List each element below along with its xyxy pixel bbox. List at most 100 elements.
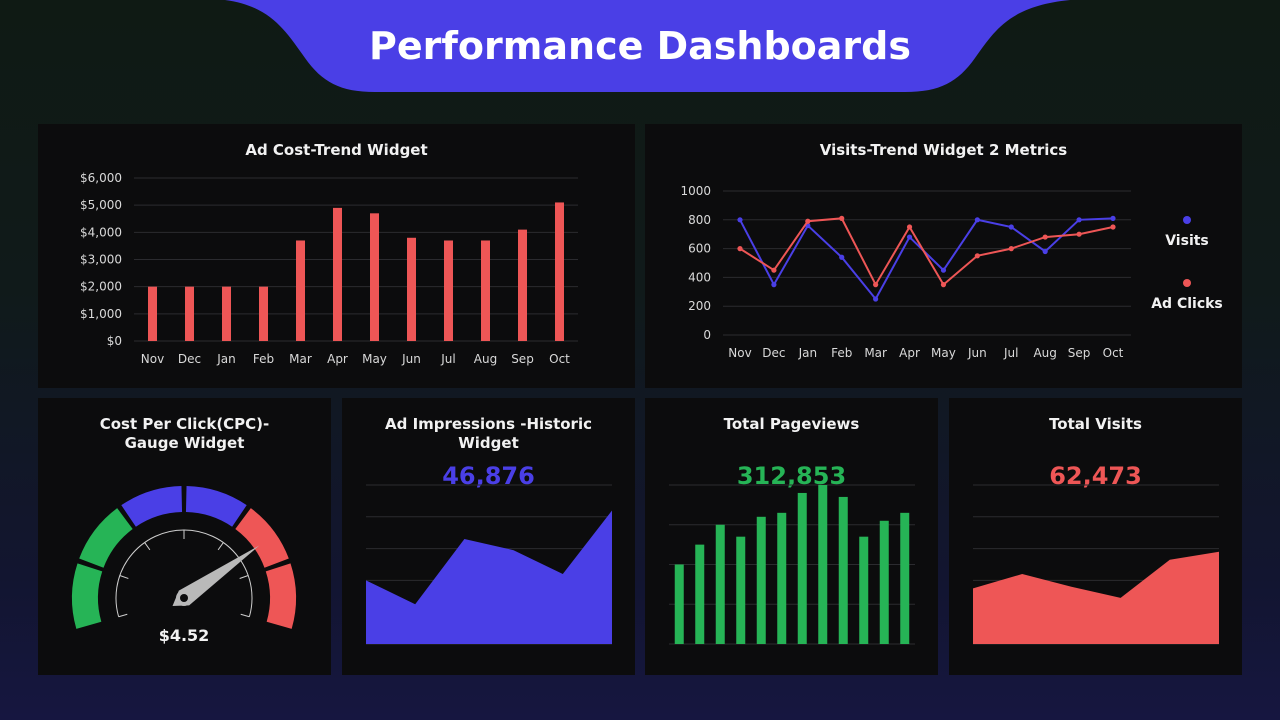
ad-cost-bar <box>407 237 416 341</box>
visits-xtick-label: Feb <box>831 346 852 360</box>
ad-cost-ytick-label: $0 <box>107 334 122 348</box>
ad-cost-xtick-label: Aug <box>474 352 497 366</box>
visits-xtick-label: Apr <box>899 346 920 360</box>
visits-trend-panel: Visits-Trend Widget 2 Metrics 0 200 400 600… <box>645 124 1242 388</box>
gauge-scale-tick <box>119 575 129 579</box>
ad-cost-bar <box>296 240 305 341</box>
series-point-ad-clicks <box>1110 224 1116 230</box>
gauge-segment <box>121 486 183 527</box>
ad-cost-bar <box>518 229 527 341</box>
gauge-needle-hub-center <box>180 594 188 602</box>
ad-cost-xtick-label: Jan <box>216 352 236 366</box>
series-point-ad-clicks <box>1008 246 1014 252</box>
cpc-gauge-panel: Cost Per Click(CPC)- Gauge Widget $4.52 <box>38 398 331 675</box>
total-pageviews-bar <box>900 512 910 644</box>
gauge-scale-tick <box>239 575 249 579</box>
ad-cost-ytick-label: $2,000 <box>80 280 122 294</box>
visits-xtick-label: Jul <box>1003 346 1018 360</box>
series-point-ad-clicks <box>940 282 947 288</box>
cpc-gauge-chart: $4.52 <box>72 486 297 645</box>
total-visits-title: Total Visits <box>1049 415 1142 433</box>
series-point-ad-clicks <box>1042 234 1048 240</box>
total-pageviews-bar <box>818 485 828 644</box>
header-banner-shape <box>225 0 1070 92</box>
ad-impressions-area <box>366 510 612 644</box>
ad-impressions-chart <box>366 484 612 645</box>
total-visits-panel: Total Visits 62,473 <box>949 398 1242 675</box>
series-point-ad-clicks <box>906 224 913 230</box>
ad-cost-xtick-label: Jul <box>440 352 455 366</box>
series-point-visits <box>1042 248 1048 255</box>
legend-visits: Visits <box>1137 216 1237 250</box>
gauge-segment <box>185 486 247 527</box>
ad-cost-xtick-label: Jun <box>401 352 421 366</box>
series-point-ad-clicks <box>737 246 743 252</box>
series-point-visits <box>906 234 913 240</box>
ad-cost-xtick-label: Mar <box>289 352 312 366</box>
series-point-visits <box>940 267 947 273</box>
visits-ytick-label: 200 <box>688 299 711 313</box>
total-pageviews-bar <box>695 544 705 644</box>
series-point-ad-clicks <box>1076 231 1082 237</box>
series-point-visits <box>873 296 879 302</box>
ad-cost-xtick-label: Feb <box>253 352 274 366</box>
total-pageviews-chart <box>669 484 915 645</box>
total-pageviews-bar <box>879 520 889 644</box>
total-pageviews-bar <box>797 492 807 644</box>
total-pageviews-bar <box>715 524 725 644</box>
legend-visits-label: Visits <box>1165 233 1209 249</box>
ad-cost-ytick-label: $4,000 <box>80 225 122 239</box>
ad-cost-bar <box>444 240 453 341</box>
series-point-ad-clicks <box>771 267 777 273</box>
visits-trend-title: Visits-Trend Widget 2 Metrics <box>819 141 1068 159</box>
total-pageviews-bar <box>736 536 746 644</box>
visits-xtick-label: Sep <box>1068 346 1091 360</box>
ad-cost-bar <box>370 213 379 341</box>
gauge-scale-tick <box>240 613 250 618</box>
gauge-segment <box>235 508 289 568</box>
ad-cost-xtick-label: Sep <box>511 352 534 366</box>
total-pageviews-panel: Total Pageviews 312,853 <box>645 398 938 675</box>
series-point-ad-clicks <box>839 215 845 221</box>
gauge-value-label: $4.52 <box>159 626 210 645</box>
ad-cost-panel: Ad Cost-Trend Widget $0 $1,000 $2,000 $3,00… <box>38 124 635 388</box>
series-line-ad-clicks <box>739 217 1114 287</box>
series-point-ad-clicks <box>974 253 980 259</box>
series-point-visits <box>839 254 845 260</box>
ad-cost-ytick-label: $1,000 <box>80 307 122 321</box>
cpc-gauge-title: Cost Per Click(CPC)- Gauge Widget <box>99 415 270 452</box>
gauge-segment <box>79 508 133 568</box>
total-pageviews-bar <box>777 512 787 644</box>
visits-xtick-label: Mar <box>864 346 887 360</box>
visits-ytick-label: 1000 <box>680 184 711 198</box>
ad-cost-bar <box>185 286 194 341</box>
visits-xtick-label: May <box>931 346 956 360</box>
ad-cost-xtick-label: Nov <box>141 352 164 366</box>
gauge-needle <box>172 545 260 607</box>
total-pageviews-bar <box>756 516 766 644</box>
total-pageviews-bar <box>838 496 848 644</box>
series-point-visits <box>771 282 777 288</box>
gauge-segment <box>72 563 103 629</box>
gauge-scale-tick <box>118 613 128 618</box>
legend-ad-clicks-label: Ad Clicks <box>1151 296 1223 312</box>
ad-cost-xtick-label: May <box>362 352 387 366</box>
ad-cost-chart: $0 $1,000 $2,000 $3,000 $4,000 $5,000 $6,000 No… <box>80 171 578 366</box>
total-pageviews-title: Total Pageviews <box>723 415 860 433</box>
ad-impressions-panel: Ad Impressions -Historic Widget 46,876 <box>342 398 635 675</box>
visits-ytick-label: 400 <box>688 270 711 284</box>
series-point-ad-clicks <box>805 218 811 224</box>
total-pageviews-bar <box>859 536 869 644</box>
visits-ytick-label: 600 <box>688 242 711 256</box>
gauge-segment <box>265 563 297 629</box>
ad-cost-xtick-label: Dec <box>178 352 201 366</box>
ad-cost-bar <box>222 286 231 341</box>
visits-ytick-label: 0 <box>703 328 711 342</box>
total-visits-area <box>973 551 1219 644</box>
visits-ytick-label: 800 <box>688 213 711 227</box>
ad-cost-ytick-label: $5,000 <box>80 198 122 212</box>
page-title: Performance Dashboards <box>369 24 911 68</box>
legend-ad-clicks-dot <box>1183 279 1191 287</box>
series-line-visits <box>739 217 1114 301</box>
series-point-visits <box>1008 224 1014 230</box>
